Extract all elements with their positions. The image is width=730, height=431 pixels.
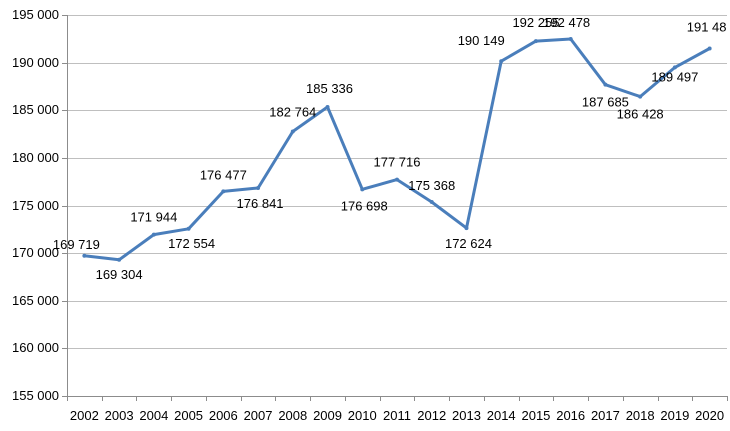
data-point [221,189,226,194]
data-label: 192 478 [543,15,590,30]
data-labels: 169 719 169 304 171 944 172 554 176 477 176 8… [53,15,727,282]
y-tick-label: 180 000 [12,150,59,165]
gridlines [67,15,727,397]
data-point [638,94,643,99]
y-axis-ticks: 155 000 160 000 165 000 170 000 175 000 180 0… [12,7,59,403]
y-tick-label: 175 000 [12,198,59,213]
data-point [429,199,434,204]
series-line [82,37,712,262]
y-tick-label: 185 000 [12,102,59,117]
data-point [360,187,365,192]
data-label: 182 764 [269,105,316,120]
x-tick-label: 2013 [452,408,481,423]
data-label: 176 477 [200,167,247,182]
data-label: 175 368 [408,178,455,193]
data-label: 177 716 [374,155,421,170]
x-tick-label: 2003 [105,408,134,423]
x-tick-label: 2016 [556,408,585,423]
data-label: 191 48 [687,20,727,35]
data-label: 171 944 [130,210,177,225]
x-tick-label: 2008 [278,408,307,423]
x-tick-label: 2011 [383,408,411,423]
x-axis-ticks: 2002 2003 2004 2005 2006 2007 2008 2009 2010 2011… [70,408,724,423]
series [82,37,712,262]
data-label: 186 428 [617,107,664,122]
data-point [82,253,87,258]
data-point [256,185,261,190]
data-label: 185 336 [306,81,353,96]
x-tick-label: 2015 [521,408,550,423]
data-label: 172 624 [445,236,492,251]
y-tick-label: 160 000 [12,340,59,355]
x-tick-label: 2017 [591,408,620,423]
axes [62,15,728,401]
x-tick-label: 2007 [244,408,273,423]
x-tick-label: 2012 [417,408,446,423]
x-tick-label: 2020 [695,408,724,423]
data-point [533,39,538,44]
data-point [499,59,504,64]
x-tick-label: 2019 [660,408,689,423]
data-point [672,65,677,70]
x-tick-label: 2014 [487,408,516,423]
data-point [290,129,295,134]
data-label: 187 685 [582,95,629,110]
y-tick-label: 155 000 [12,388,59,403]
data-label: 172 554 [168,236,215,251]
data-label: 176 698 [341,198,388,213]
data-point [395,177,399,182]
x-tick-label: 2009 [313,408,342,423]
y-tick-label: 165 000 [12,293,59,308]
data-point [464,226,469,231]
data-point [186,226,191,231]
data-point [707,46,712,51]
data-point [325,105,330,110]
y-tick-label: 170 000 [12,245,59,260]
data-point [603,82,608,87]
data-label: 176 841 [237,196,284,211]
x-tick-label: 2005 [174,408,203,423]
y-tick-label: 195 000 [12,7,59,22]
data-label: 169 719 [53,237,100,252]
data-point [568,37,573,42]
data-point [117,257,122,262]
data-label: 169 304 [96,267,143,282]
y-tick-label: 190 000 [12,55,59,70]
x-tick-label: 2018 [626,408,655,423]
data-label: 192 255 [512,15,559,30]
data-point [151,232,156,237]
data-label: 190 149 [458,33,505,48]
x-tick-label: 2004 [139,408,168,423]
x-tick-label: 2010 [348,408,377,423]
x-tick-label: 2002 [70,408,99,423]
data-label: 189 497 [651,69,698,84]
x-tick-label: 2006 [209,408,238,423]
